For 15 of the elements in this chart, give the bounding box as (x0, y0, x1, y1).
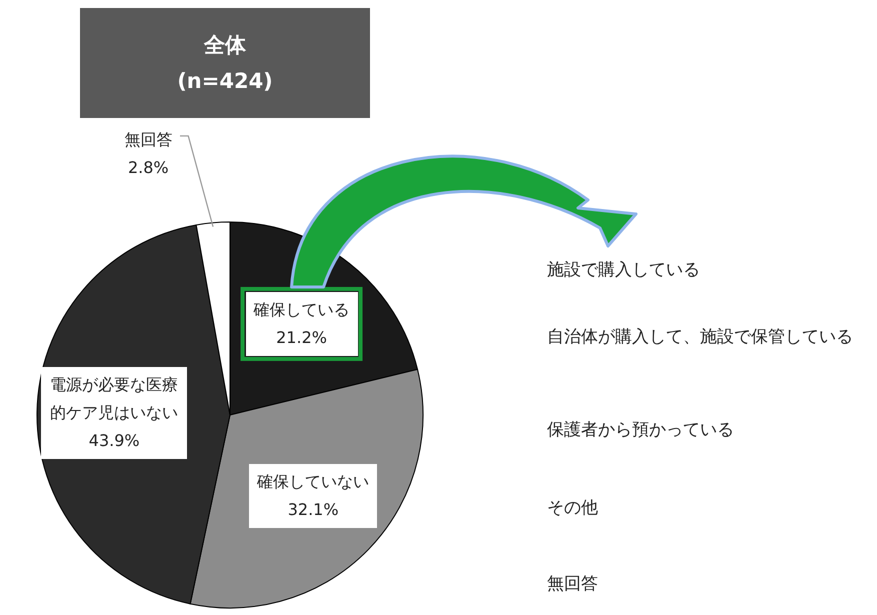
data-label: 2.8% (126, 156, 170, 179)
chart-title: 全体 (202, 32, 247, 59)
slice-label: 確保している (254, 298, 350, 321)
data-label: 21.2% (275, 326, 328, 349)
text: 保護者から預かっている (547, 419, 735, 442)
text: 自治体が購入して、施設で保管している (547, 326, 854, 349)
text: 施設で購入している (547, 259, 701, 282)
text: その他 (547, 497, 599, 520)
data-label: 32.1% (286, 498, 340, 521)
slice-label: 電源が必要な医療的ケア児はいない (49, 374, 180, 424)
chart-subtitle: (n=424) (176, 68, 274, 95)
data-label: 43.9% (88, 430, 141, 452)
slice-label: 無回答 (124, 128, 172, 151)
text: 無回答 (547, 573, 599, 596)
slice-label: 確保していない (257, 470, 370, 493)
